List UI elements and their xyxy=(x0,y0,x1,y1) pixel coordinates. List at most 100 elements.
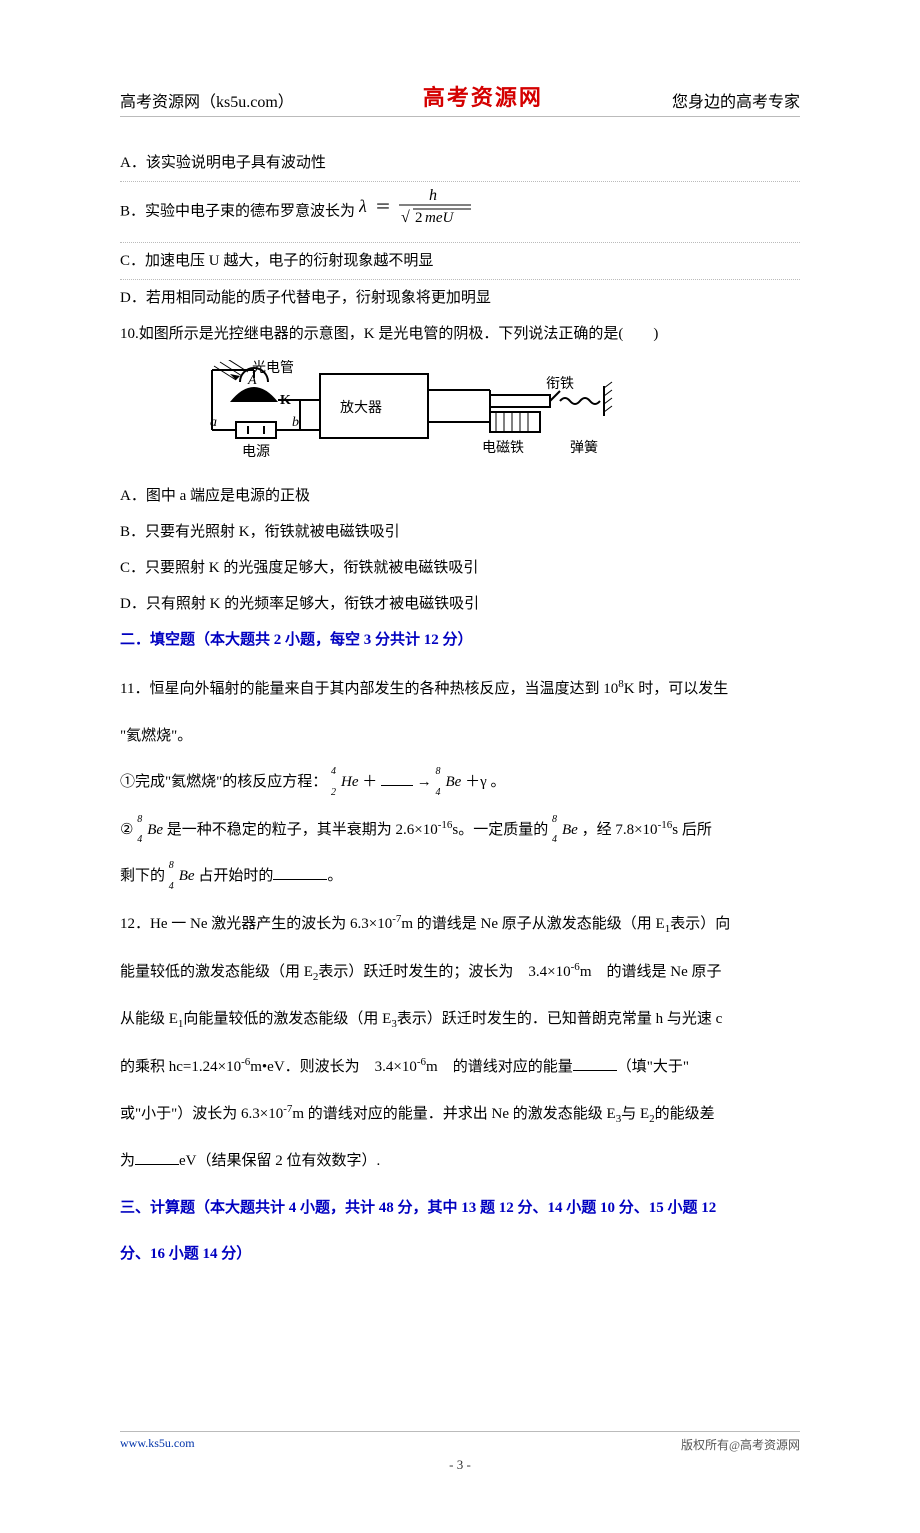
q11-part2-line1: ② 84Be 是一种不稳定的粒子，其半衰期为 2.6×10-16s。一定质量的 … xyxy=(120,814,800,847)
be-symbol-3: Be xyxy=(562,822,578,838)
q11-1-prefix: ①完成"氦燃烧"的核反应方程： xyxy=(120,774,327,790)
section-3-heading-line1: 三、计算题（本大题共计 4 小题，共计 48 分，其中 13 题 12 分、14… xyxy=(120,1193,800,1225)
be-mass-3: 8 xyxy=(552,809,557,830)
footer-right: 版权所有@高考资源网 xyxy=(681,1436,800,1453)
label-a: a xyxy=(210,415,217,430)
be-atomic-1: 4 xyxy=(436,782,441,803)
exp-m7-1: -7 xyxy=(392,913,401,925)
gamma-text: ＋γ 。 xyxy=(465,774,505,790)
circuit-diagram: 光电管 A K a b 电源 放大器 xyxy=(200,360,640,470)
q12f2: eV（结果保留 2 位有效数字）. xyxy=(179,1153,380,1169)
period-1: 。 xyxy=(327,868,342,884)
be-atomic-4: 4 xyxy=(169,876,174,897)
blank-1 xyxy=(381,785,413,786)
q12-line4: 的乘积 hc=1.24×10-6m•eV．则波长为 3.4×10-6m 的谱线对… xyxy=(120,1051,800,1084)
q11-2b: 是一种不稳定的粒子，其半衰期为 2.6×10 xyxy=(167,822,438,838)
label-A: A xyxy=(247,373,257,388)
q11-text-tail: K 时，可以发生 xyxy=(624,681,729,697)
svg-text:λ: λ xyxy=(359,196,367,216)
option-d: D．若用相同动能的质子代替电子，衍射现象将更加明显 xyxy=(120,279,800,316)
q10-option-b: B．只要有光照射 K，衔铁就被电磁铁吸引 xyxy=(120,514,800,550)
q12a2: m 的谱线是 Ne 原子从激发态能级（用 E xyxy=(401,916,664,932)
be-atomic-3: 4 xyxy=(552,829,557,850)
q12-line6: 为 eV（结果保留 2 位有效数字）. xyxy=(120,1146,800,1178)
page-header: 高考资源网（ks5u.com） 高考资源网 您身边的高考专家 xyxy=(120,80,800,117)
he-symbol: He xyxy=(341,774,359,790)
be-atomic-2: 4 xyxy=(137,829,142,850)
option-a: A．该实验说明电子具有波动性 xyxy=(120,145,800,181)
be-mass-2: 8 xyxy=(137,809,142,830)
blank-4 xyxy=(135,1164,179,1165)
q12b3: m 的谱线是 Ne 原子 xyxy=(580,964,722,980)
be-mass-1: 8 xyxy=(436,761,441,782)
q11-line1: 11．恒星向外辐射的能量来自于其内部发生的各种热核反应，当温度达到 108K 时… xyxy=(120,673,800,706)
q11-part2-line2: 剩下的 84Be 占开始时的 。 xyxy=(120,861,800,893)
q12d: 的乘积 hc=1.24×10 xyxy=(120,1059,241,1075)
q12c2: 向能量较低的激发态能级（用 E xyxy=(183,1011,391,1027)
label-b: b xyxy=(292,415,299,430)
svg-text:2: 2 xyxy=(415,210,423,226)
q10-stem: 10.如图所示是光控继电器的示意图，K 是光电管的阴极．下列说法正确的是( ) xyxy=(120,316,800,352)
q12e2: m 的谱线对应的能量．并求出 Ne 的激发态能级 E xyxy=(292,1106,615,1122)
arrow-sign: → xyxy=(417,774,432,790)
q12f: 为 xyxy=(120,1153,135,1169)
he-isotope: 42He xyxy=(331,767,359,799)
svg-text:h: h xyxy=(429,187,437,204)
be-isotope-3: 84Be xyxy=(552,815,578,847)
q12c3: 表示）跃迁时发生的．已知普朗克常量 h 与光速 c xyxy=(397,1011,722,1027)
be-symbol-4: Be xyxy=(179,868,195,884)
footer-left: www.ks5u.com xyxy=(120,1436,195,1453)
blank-2 xyxy=(273,879,327,880)
q12e: 或"小于"）波长为 6.3×10 xyxy=(120,1106,283,1122)
exp-m6-1: -6 xyxy=(571,961,580,973)
plus-sign: ＋ xyxy=(362,774,377,790)
q11-2f: 剩下的 xyxy=(120,868,165,884)
q12-line2: 能量较低的激发态能级（用 E2表示）跃迁时发生的；波长为 3.4×10-6m 的… xyxy=(120,956,800,989)
label-amplifier: 放大器 xyxy=(340,400,382,416)
label-spring: 弹簧 xyxy=(570,440,598,456)
header-right: 您身边的高考专家 xyxy=(672,88,800,112)
be-symbol-2: Be xyxy=(147,822,163,838)
section-3-heading-line2: 分、16 小题 14 分） xyxy=(120,1239,800,1271)
q12-line5: 或"小于"）波长为 6.3×10-7m 的谱线对应的能量．并求出 Ne 的激发态… xyxy=(120,1098,800,1131)
svg-text:√: √ xyxy=(401,209,410,226)
be-isotope-4: 84Be xyxy=(169,861,195,893)
q12a3: 表示）向 xyxy=(670,916,730,932)
q11-line2: "氦燃烧"。 xyxy=(120,721,800,753)
q12d2: m•eV．则波长为 3.4×10 xyxy=(250,1059,417,1075)
q11-2d: ，经 7.8×10 xyxy=(582,822,658,838)
q12c: 从能级 E xyxy=(120,1011,178,1027)
label-power: 电源 xyxy=(242,444,270,460)
q12b: 能量较低的激发态能级（用 E xyxy=(120,964,313,980)
option-c: C．加速电压 U 越大，电子的衍射现象越不明显 xyxy=(120,242,800,279)
q11-2e: s 后所 xyxy=(672,822,712,838)
he-mass: 4 xyxy=(331,761,336,782)
svg-text:＝: ＝ xyxy=(375,199,391,216)
q10-option-a: A．图中 a 端应是电源的正极 xyxy=(120,478,800,514)
label-armature: 衔铁 xyxy=(546,376,574,392)
be-mass-4: 8 xyxy=(169,855,174,876)
label-electromagnet: 电磁铁 xyxy=(482,440,524,456)
exp-m16-1: -16 xyxy=(438,819,453,831)
be-symbol-1: Be xyxy=(446,774,462,790)
q10-option-d: D．只有照射 K 的光频率足够大，衔铁才被电磁铁吸引 xyxy=(120,586,800,622)
q12d3: m 的谱线对应的能量 xyxy=(426,1059,573,1075)
exp-m16-2: -16 xyxy=(658,819,673,831)
svg-text:meU: meU xyxy=(425,210,454,226)
q11-2g: 占开始时的 xyxy=(198,868,273,884)
header-center-logo: 高考资源网 xyxy=(423,80,543,112)
q12-line1: 12．He 一 Ne 激光器产生的波长为 6.3×10-7m 的谱线是 Ne 原… xyxy=(120,908,800,941)
exp-m6-3: -6 xyxy=(417,1056,426,1068)
option-b-text: B．实验中电子束的德布罗意波长为 xyxy=(120,203,355,219)
page-footer: www.ks5u.com 版权所有@高考资源网 xyxy=(120,1431,800,1453)
q11-text-a: 11．恒星向外辐射的能量来自于其内部发生的各种热核反应，当温度达到 10 xyxy=(120,681,618,697)
be-isotope-1: 84Be xyxy=(436,767,462,799)
q10-option-c: C．只要照射 K 的光强度足够大，衔铁就被电磁铁吸引 xyxy=(120,550,800,586)
section-2-heading: 二．填空题（本大题共 2 小题，每空 3 分共计 12 分） xyxy=(120,622,800,658)
q12d4: （填"大于" xyxy=(617,1059,689,1075)
blank-3 xyxy=(573,1070,617,1071)
q11-part1: ①完成"氦燃烧"的核反应方程： 42He ＋ → 84Be ＋γ 。 xyxy=(120,767,800,799)
header-left: 高考资源网（ks5u.com） xyxy=(120,88,294,112)
q12-line3: 从能级 E1向能量较低的激发态能级（用 E3表示）跃迁时发生的．已知普朗克常量 … xyxy=(120,1004,800,1036)
q12b2: 表示）跃迁时发生的；波长为 3.4×10 xyxy=(318,964,570,980)
